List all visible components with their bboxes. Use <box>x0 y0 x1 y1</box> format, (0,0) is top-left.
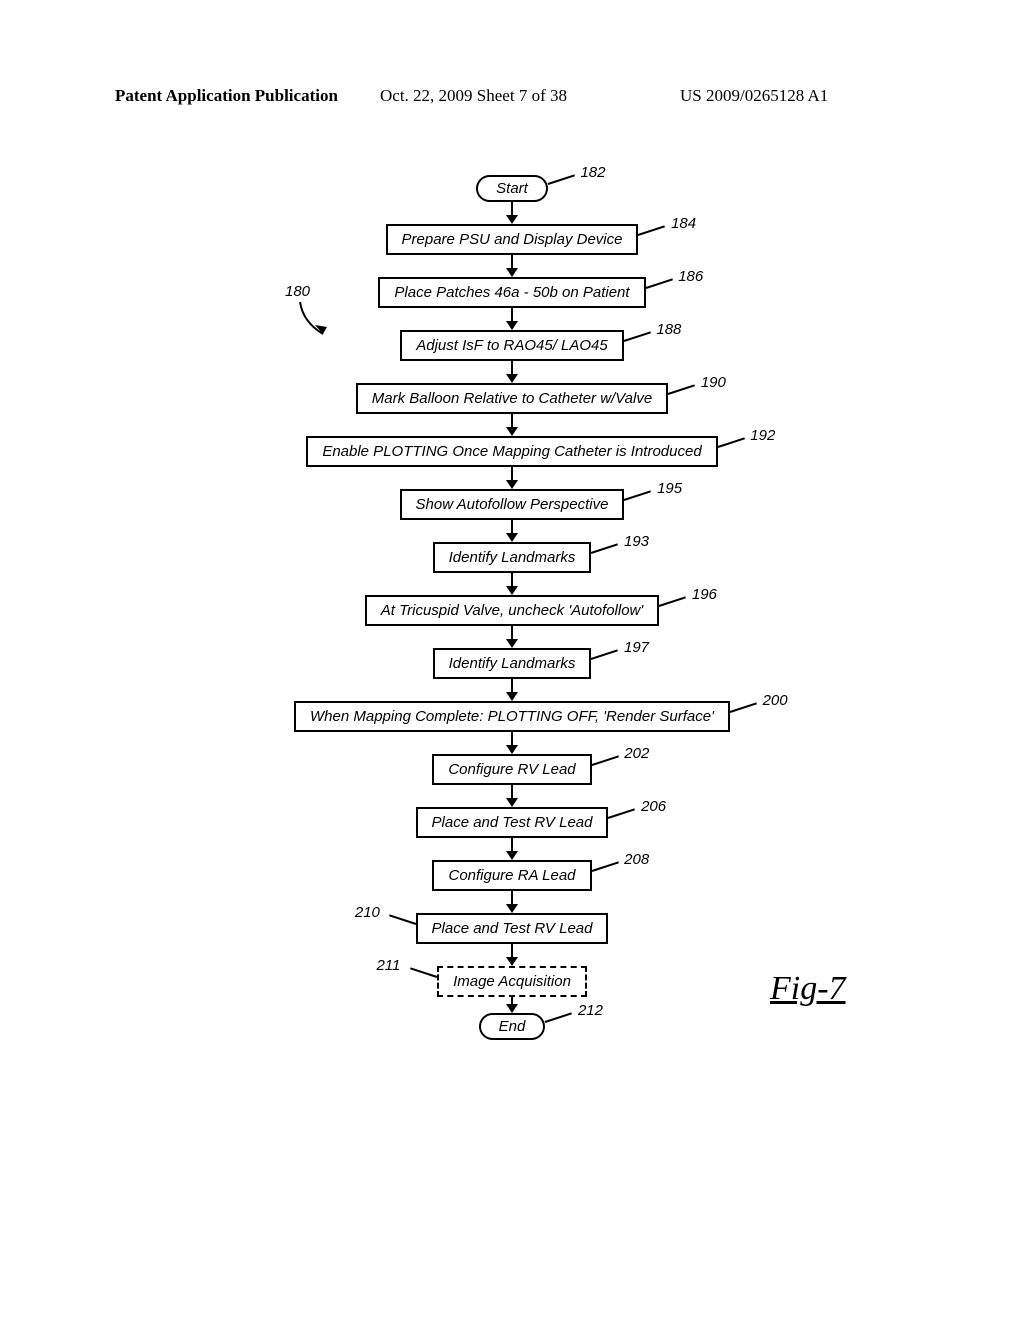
ref-label: 193 <box>624 533 649 550</box>
ref-label: 188 <box>656 321 681 338</box>
flow-node: Mark Balloon Relative to Catheter w/Valv… <box>356 383 668 414</box>
ref-leader <box>410 967 437 978</box>
flow-node-row: End212 <box>0 1013 1024 1040</box>
header-middle: Oct. 22, 2009 Sheet 7 of 38 <box>380 86 567 106</box>
flow-node-row: Show Autofollow Perspective195 <box>0 489 1024 520</box>
ref-label: 186 <box>678 268 703 285</box>
ref-leader <box>717 437 744 448</box>
flow-node: Place Patches 46a - 50b on Patient <box>378 277 645 308</box>
flow-node: When Mapping Complete: PLOTTING OFF, 'Re… <box>294 701 730 732</box>
flow-arrow <box>506 679 518 701</box>
ref-leader <box>608 808 635 819</box>
flow-node-row: Image Acquisition211 <box>0 966 1024 997</box>
flow-node: Enable PLOTTING Once Mapping Catheter is… <box>306 436 717 467</box>
flow-node-row: Prepare PSU and Display Device184 <box>0 224 1024 255</box>
flow-arrow <box>506 467 518 489</box>
ref-label: 192 <box>750 427 775 444</box>
flow-node-row: Place and Test RV Lead206 <box>0 807 1024 838</box>
flow-node-row: Mark Balloon Relative to Catheter w/Valv… <box>0 383 1024 414</box>
flow-node: Place and Test RV Lead <box>416 913 609 944</box>
ref-leader <box>623 331 650 342</box>
flow-arrow <box>506 255 518 277</box>
flow-node: Show Autofollow Perspective <box>400 489 625 520</box>
ref-leader <box>659 596 686 607</box>
page: Patent Application Publication Oct. 22, … <box>0 0 1024 1320</box>
ref-leader <box>591 755 618 766</box>
ref-label: 211 <box>376 957 400 974</box>
flow-arrow <box>506 997 518 1013</box>
flow-node: Prepare PSU and Display Device <box>386 224 639 255</box>
ref-leader <box>730 702 757 713</box>
flow-node: Place and Test RV Lead <box>416 807 609 838</box>
ref-label: 184 <box>671 215 696 232</box>
ref-label: 200 <box>763 692 788 709</box>
flow-node-row: Configure RA Lead208 <box>0 860 1024 891</box>
flow-node-row: Adjust IsF to RAO45/ LAO45188 <box>0 330 1024 361</box>
ref-leader <box>389 914 416 925</box>
ref-label: 182 <box>580 164 605 181</box>
flow-arrow <box>506 573 518 595</box>
flow-node: Identify Landmarks <box>433 542 592 573</box>
ref-leader <box>545 1012 572 1023</box>
flow-node: Identify Landmarks <box>433 648 592 679</box>
ref-leader <box>668 384 695 395</box>
ref-leader <box>591 649 618 660</box>
ref-leader <box>638 225 665 236</box>
flow-node: End <box>479 1013 546 1040</box>
flow-node-row: At Tricuspid Valve, uncheck 'Autofollow'… <box>0 595 1024 626</box>
ref-label: 197 <box>624 639 649 656</box>
ref-label: 210 <box>355 904 380 921</box>
flow-arrow <box>506 838 518 860</box>
flow-arrow <box>506 520 518 542</box>
flow-arrow <box>506 626 518 648</box>
ref-leader <box>548 174 575 185</box>
flow-node-row: Identify Landmarks193 <box>0 542 1024 573</box>
ref-label: 196 <box>692 586 717 603</box>
flow-arrow <box>506 202 518 224</box>
flow-node-row: Identify Landmarks197 <box>0 648 1024 679</box>
ref-label: 212 <box>578 1002 603 1019</box>
ref-leader <box>591 543 618 554</box>
flow-node-row: Enable PLOTTING Once Mapping Catheter is… <box>0 436 1024 467</box>
ref-leader <box>645 278 672 289</box>
flowchart: Start182Prepare PSU and Display Device18… <box>0 175 1024 1040</box>
flow-node-row: Place Patches 46a - 50b on Patient186 <box>0 277 1024 308</box>
flow-arrow <box>506 414 518 436</box>
flow-node-row: Start182 <box>0 175 1024 202</box>
flow-arrow <box>506 944 518 966</box>
ref-label: 202 <box>624 745 649 762</box>
flow-node-row: Place and Test RV Lead210 <box>0 913 1024 944</box>
ref-180-label: 180 <box>285 283 310 300</box>
ref-label: 208 <box>624 851 649 868</box>
flow-node: Adjust IsF to RAO45/ LAO45 <box>400 330 623 361</box>
ref-leader <box>624 490 651 501</box>
flow-arrow <box>506 785 518 807</box>
flow-arrow <box>506 732 518 754</box>
ref-180-leader <box>295 300 335 340</box>
ref-label: 195 <box>657 480 682 497</box>
flow-arrow <box>506 891 518 913</box>
flow-node: Configure RV Lead <box>432 754 591 785</box>
flow-node: At Tricuspid Valve, uncheck 'Autofollow' <box>365 595 660 626</box>
flow-node: Start <box>476 175 548 202</box>
header-right: US 2009/0265128 A1 <box>680 86 828 106</box>
ref-label: 206 <box>641 798 666 815</box>
flow-column: Start182Prepare PSU and Display Device18… <box>0 175 1024 1040</box>
flow-node: Configure RA Lead <box>432 860 591 891</box>
ref-label: 190 <box>701 374 726 391</box>
flow-arrow <box>506 361 518 383</box>
header-left: Patent Application Publication <box>115 86 338 106</box>
flow-node: Image Acquisition <box>437 966 587 997</box>
flow-node-row: When Mapping Complete: PLOTTING OFF, 'Re… <box>0 701 1024 732</box>
flow-arrow <box>506 308 518 330</box>
flow-node-row: Configure RV Lead202 <box>0 754 1024 785</box>
ref-leader <box>591 861 618 872</box>
